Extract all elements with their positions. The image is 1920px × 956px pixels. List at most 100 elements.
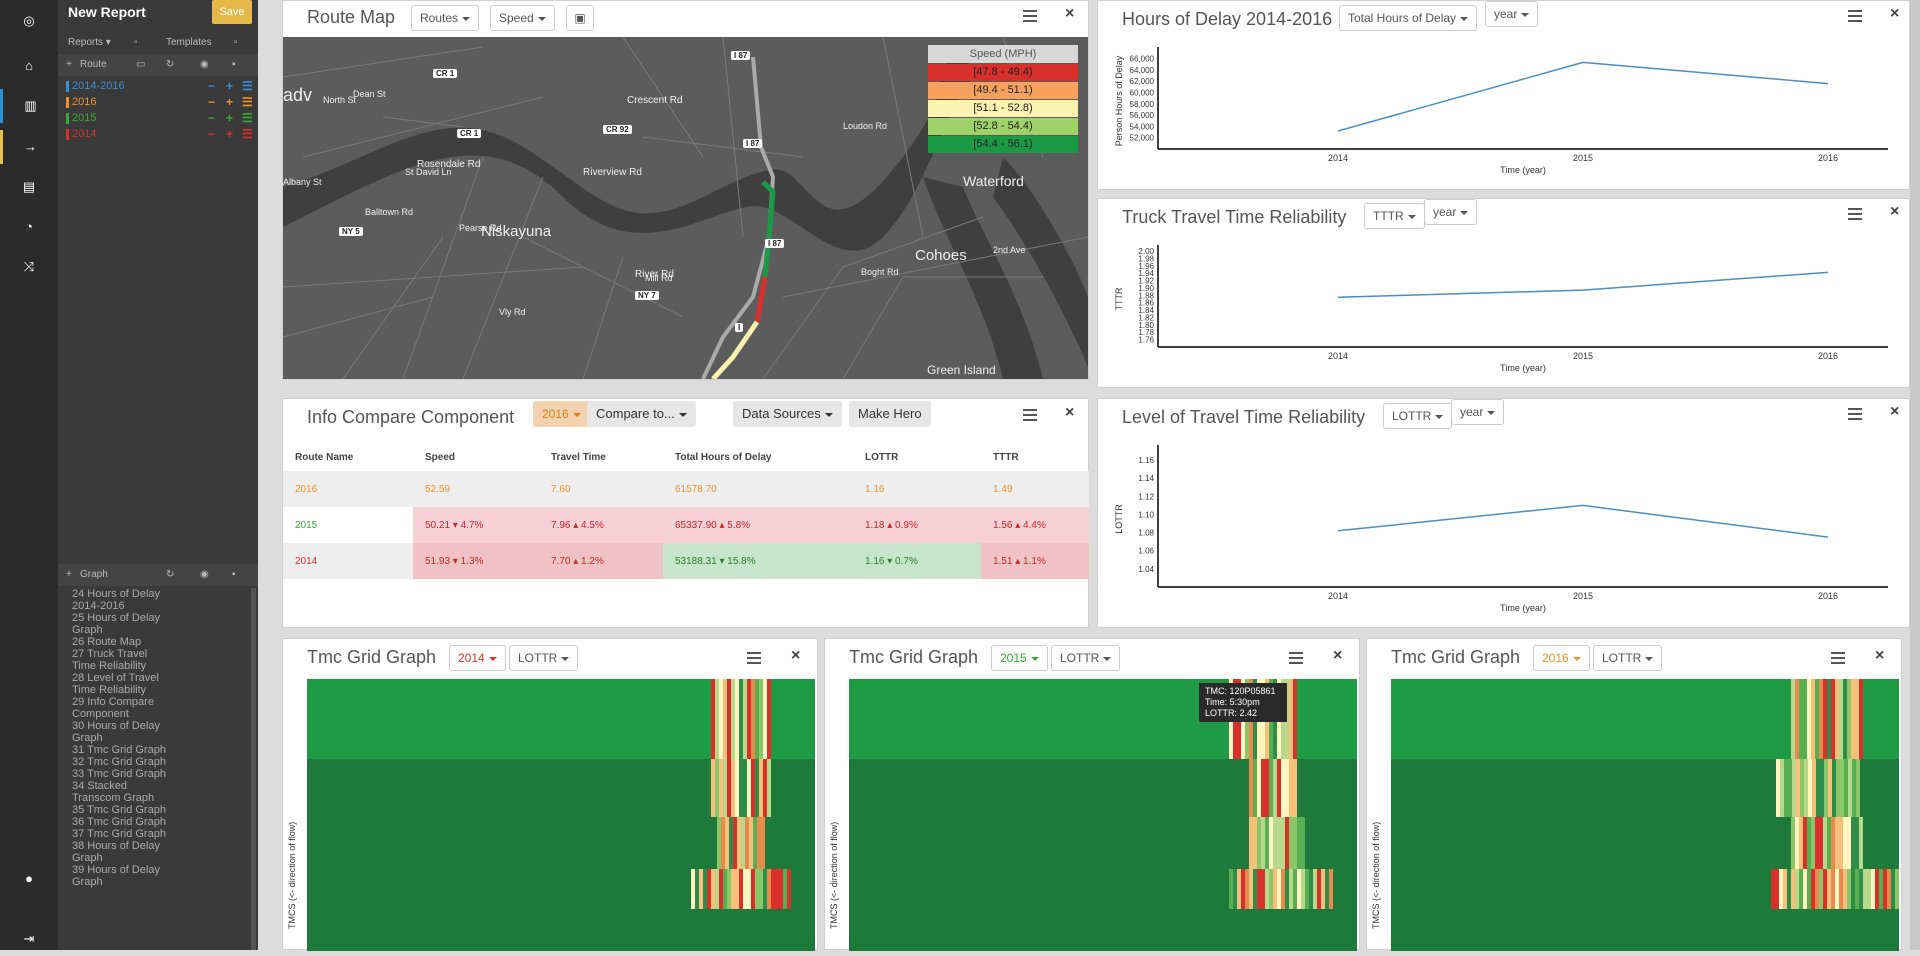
tmc-year-dropdown[interactable]: 2014 [449,645,506,671]
trash-icon[interactable]: ▪ [232,59,236,70]
list-icon[interactable]: ☰ [242,79,253,93]
lottr-year-dropdown[interactable]: year [1451,399,1505,425]
graph-trash-icon[interactable]: ▪ [232,569,236,580]
graph-list-item[interactable]: 26 Route Map [72,636,142,648]
menu-icon[interactable] [1023,409,1037,421]
graph-list-item[interactable]: Component [72,708,129,720]
data-sources-dropdown[interactable]: Data Sources [733,401,842,427]
table-header-cell[interactable]: Route Name [295,451,354,463]
list-icon[interactable]: ☰ [242,95,253,109]
tttr-year-dropdown[interactable]: year [1424,199,1478,225]
route-item[interactable]: 2014-2016 − + ☰ [66,79,256,94]
route-icon[interactable]: → [0,130,58,164]
table-header-cell[interactable]: Total Hours of Delay [675,451,772,463]
save-button[interactable]: Save [212,0,252,24]
graph-list-item[interactable]: 32 Tmc Grid Graph [72,756,166,768]
menu-icon[interactable] [1848,208,1862,220]
tttr-metric-dropdown[interactable]: TTTR [1364,203,1425,229]
table-header-cell[interactable]: TTTR [993,451,1019,463]
save-report-icon[interactable]: ▫ [134,37,138,48]
table-header-cell[interactable]: Speed [425,451,456,463]
close-icon[interactable]: × [1890,403,1900,420]
graph-list-item[interactable]: Graph [72,852,103,864]
menu-icon[interactable] [1831,652,1845,664]
close-icon[interactable]: × [1875,647,1885,664]
graph-list-item[interactable]: 24 Hours of Delay [72,588,161,600]
eye-icon[interactable]: ◉ [200,59,209,70]
graph-list-item[interactable]: 30 Hours of Delay [72,720,161,732]
graph-list-item[interactable]: Graph [72,624,103,636]
sidebar-scrollbar[interactable] [251,588,256,950]
close-icon[interactable]: × [1333,647,1343,664]
graph-list-item[interactable]: 38 Hours of Delay [72,840,161,852]
route-item[interactable]: 2014 − + ☰ [66,127,256,142]
graph-list-item[interactable]: Time Reliability [72,684,147,696]
plus-icon[interactable]: + [226,127,234,141]
table-header-cell[interactable]: LOTTR [865,451,899,463]
refresh-icon[interactable]: ↻ [166,59,175,70]
add-graph-icon[interactable]: + [66,569,72,580]
make-hero-button[interactable]: Make Hero [849,401,931,427]
graph-list-item[interactable]: Graph [72,876,103,888]
logout-icon[interactable]: ⇥ [23,931,35,946]
menu-icon[interactable] [747,652,761,664]
graph-list-item[interactable]: 34 Stacked [72,780,128,792]
lottr-metric-dropdown[interactable]: LOTTR [1383,403,1453,429]
dashboard-icon[interactable]: ◔ [25,219,33,234]
menu-icon[interactable] [1848,408,1862,420]
graph-list-item[interactable]: Transcom Graph [72,792,155,804]
minus-icon[interactable]: − [208,111,216,125]
tmc-metric-dropdown[interactable]: LOTTR [1593,645,1663,671]
plus-icon[interactable]: + [226,95,234,109]
metric-dropdown[interactable]: Total Hours of Delay [1339,5,1478,31]
graph-list-item[interactable]: 27 Truck Travel [72,648,148,660]
plus-icon[interactable]: + [226,111,234,125]
lock-button[interactable]: ▣ [566,5,594,31]
graph-list-item[interactable]: 39 Hours of Delay [72,864,161,876]
plus-icon[interactable]: + [226,79,234,93]
tmc-heatmap[interactable] [307,679,815,951]
close-icon[interactable]: × [1890,5,1900,22]
menu-icon[interactable] [1289,652,1303,664]
add-route-icon[interactable]: + [66,59,72,70]
close-icon[interactable]: × [1065,404,1075,421]
routes-dropdown[interactable]: Routes [411,5,480,31]
page-scrollbar[interactable] [1910,0,1920,950]
shuffle-icon[interactable]: ⤨ [23,259,35,274]
graph-list-item[interactable]: Time Reliability [72,660,147,672]
graph-list-item[interactable]: 28 Level of Travel [72,672,159,684]
minus-icon[interactable]: − [208,95,216,109]
tmc-year-dropdown[interactable]: 2015 [991,645,1048,671]
graph-list-item[interactable]: 31 Tmc Grid Graph [72,744,166,756]
templates-label[interactable]: Templates [166,37,212,48]
route-item[interactable]: 2016 − + ☰ [66,95,256,110]
menu-icon[interactable] [1023,10,1037,22]
graph-list-item[interactable]: 25 Hours of Delay [72,612,161,624]
minus-icon[interactable]: − [208,79,216,93]
chart-icon[interactable]: ▥ [0,89,58,123]
home-icon[interactable]: ⌂ [25,58,33,73]
graph-list-item[interactable]: 33 Tmc Grid Graph [72,768,166,780]
compare-dropdown[interactable]: Compare to... [587,401,696,427]
close-icon[interactable]: × [1890,203,1900,220]
table-header-cell[interactable]: Travel Time [551,451,606,463]
route-item[interactable]: 2015 − + ☰ [66,111,256,126]
minus-icon[interactable]: − [208,127,216,141]
graph-refresh-icon[interactable]: ↻ [166,569,175,580]
tmc-metric-dropdown[interactable]: LOTTR [509,645,579,671]
graph-list-item[interactable]: 2014-2016 [72,600,125,612]
tmc-heatmap[interactable]: TMC: 120P05861 Time: 5:30pm LOTTR: 2.42 [849,679,1357,951]
graph-list-item[interactable]: 29 Info Compare [72,696,154,708]
map-canvas[interactable]: Niskayuna Cohoes Waterford Green Island adv R… [283,37,1088,379]
year-dropdown[interactable]: 2016 [533,401,590,427]
logo-icon[interactable]: ◎ [23,13,35,28]
document-icon[interactable]: ▤ [22,179,36,194]
reports-dropdown[interactable]: Reports ▾ [68,37,111,48]
menu-icon[interactable] [1848,10,1862,22]
save-template-icon[interactable]: ▫ [234,37,238,48]
year-dropdown[interactable]: year [1485,1,1539,27]
list-icon[interactable]: ☰ [242,111,253,125]
list-icon[interactable]: ☰ [242,127,253,141]
close-icon[interactable]: × [791,647,801,664]
close-icon[interactable]: × [1065,5,1075,22]
